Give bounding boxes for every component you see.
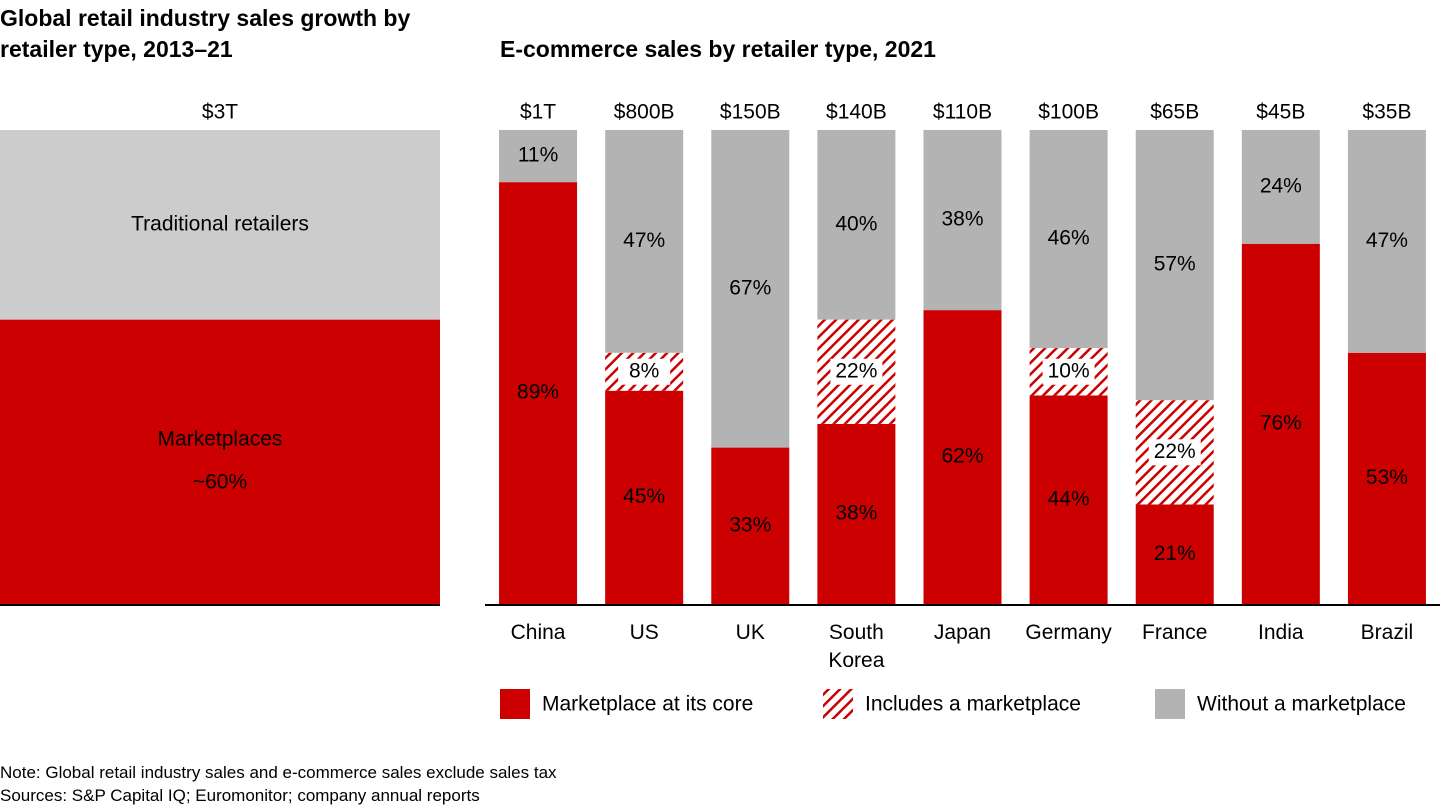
x-tick-label: India xyxy=(1258,621,1304,644)
value-label: 57% xyxy=(1154,253,1196,276)
bar-segment xyxy=(1347,352,1426,604)
total-label: $800B xyxy=(614,101,675,124)
x-tick-label: US xyxy=(629,621,659,644)
total-label: $1T xyxy=(520,101,556,124)
bar-segment xyxy=(1135,130,1214,401)
total-label: $100B xyxy=(1038,101,1099,124)
bar-segment xyxy=(923,310,1002,604)
value-label: 22% xyxy=(835,359,877,382)
value-label: 47% xyxy=(623,229,665,252)
value-label: 46% xyxy=(1048,227,1090,250)
value-label: 24% xyxy=(1260,174,1302,197)
total-label: $140B xyxy=(826,101,887,124)
label-bg xyxy=(830,358,883,385)
value-label: 40% xyxy=(835,212,877,235)
x-tick-label: China xyxy=(510,621,566,644)
legend-swatch xyxy=(823,689,853,719)
x-tick-label: Germany xyxy=(1025,621,1112,644)
total-label: $65B xyxy=(1150,101,1199,124)
total-label: $110B xyxy=(933,101,992,124)
legend-label: Without a marketplace xyxy=(1197,693,1406,716)
legend-label: Includes a marketplace xyxy=(865,693,1081,716)
note: Note: Global retail industry sales and e… xyxy=(0,763,557,782)
value-label: 8% xyxy=(629,359,659,382)
value-label: ~60% xyxy=(193,470,247,493)
legend-label: Marketplace at its core xyxy=(542,693,753,716)
value-label: 67% xyxy=(729,276,771,299)
segment-name: Marketplaces xyxy=(158,427,283,450)
value-label: 38% xyxy=(941,208,983,231)
total-label: $3T xyxy=(202,101,238,124)
value-label: 10% xyxy=(1048,359,1090,382)
bar-segment xyxy=(605,390,684,604)
total-label: $35B xyxy=(1362,101,1411,124)
value-label: 89% xyxy=(517,381,559,404)
bar-segment xyxy=(1241,243,1320,604)
bar-segment xyxy=(817,130,896,320)
x-tick-label: Brazil xyxy=(1360,621,1414,644)
x-tick-label: South Korea xyxy=(828,621,885,672)
value-label: 21% xyxy=(1154,542,1196,565)
bar-segment xyxy=(711,447,790,604)
bar-segment xyxy=(499,182,578,604)
value-label: 53% xyxy=(1366,466,1408,489)
left-title: Global retail industry sales growth by r… xyxy=(0,5,411,62)
bar-segment xyxy=(1135,504,1214,604)
value-label: 62% xyxy=(941,445,983,468)
sources: Sources: S&P Capital IQ; Euromonitor; co… xyxy=(0,786,480,805)
value-label: 38% xyxy=(835,501,877,524)
x-tick-label: France xyxy=(1142,621,1208,644)
value-label: 45% xyxy=(623,485,665,508)
bar-segment xyxy=(711,130,790,448)
value-label: 76% xyxy=(1260,411,1302,434)
value-label: 47% xyxy=(1366,229,1408,252)
bar-segment xyxy=(817,423,896,604)
x-tick-label: UK xyxy=(735,621,765,644)
bar-segment xyxy=(0,319,440,604)
legend-swatch xyxy=(500,689,530,719)
bar-segment xyxy=(1029,130,1108,349)
value-label: 33% xyxy=(729,513,771,536)
bar-segment xyxy=(1347,130,1426,353)
value-label: 22% xyxy=(1154,440,1196,463)
label-bg xyxy=(618,358,671,385)
bar-segment xyxy=(605,130,684,353)
right-title: E-commerce sales by retailer type, 2021 xyxy=(500,36,936,62)
bar-segment xyxy=(1241,130,1320,244)
total-label: $45B xyxy=(1256,101,1305,124)
total-label: $150B xyxy=(720,101,781,124)
x-tick-label: Japan xyxy=(933,621,992,644)
value-label: 44% xyxy=(1048,487,1090,510)
bar-segment xyxy=(923,130,1002,311)
bar-segment xyxy=(1029,395,1108,604)
segment-name: Traditional retailers xyxy=(131,212,309,235)
legend-swatch xyxy=(1155,689,1185,719)
label-bg xyxy=(1148,439,1201,466)
bar-segment xyxy=(499,130,578,183)
label-bg xyxy=(1042,358,1095,385)
value-label: 11% xyxy=(518,144,558,167)
bar-segment xyxy=(0,130,440,320)
